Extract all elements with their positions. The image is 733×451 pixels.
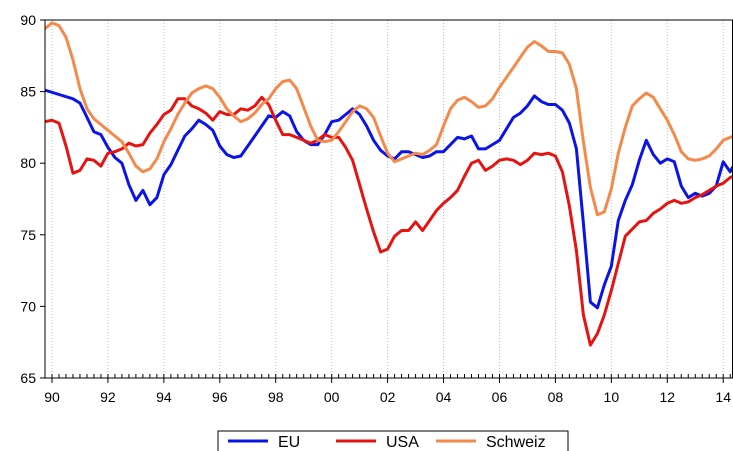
y-tick-label: 65 (20, 370, 36, 386)
y-tick-label: 85 (20, 84, 36, 100)
x-tick-label: 04 (436, 389, 452, 405)
x-axis: 90 92 94 96 98 00 02 04 06 08 10 12 14 (44, 374, 731, 405)
x-tick-label: 06 (492, 389, 508, 405)
x-tick-label: 08 (548, 389, 564, 405)
x-tick-label: 10 (604, 389, 620, 405)
series-line-eu (45, 88, 733, 310)
legend: EU USA Schweiz (217, 430, 569, 451)
y-tick-label: 80 (20, 155, 36, 171)
x-tick-label: 14 (715, 389, 731, 405)
x-tick-label: 94 (156, 389, 172, 405)
x-tick-label: 92 (100, 389, 116, 405)
x-tick-label: 98 (268, 389, 284, 405)
x-tick-label: 12 (659, 389, 675, 405)
x-tick-label: 96 (212, 389, 228, 405)
series-line-schweiz (45, 21, 733, 217)
legend-label-schweiz: Schweiz (486, 434, 546, 451)
series-lines (45, 21, 733, 347)
x-tick-label: 90 (44, 389, 60, 405)
legend-label-eu: EU (278, 434, 300, 451)
legend-box (217, 430, 569, 451)
x-tick-label: 02 (380, 389, 396, 405)
y-tick-label: 90 (20, 12, 36, 28)
y-axis: 65 70 75 80 85 90 (20, 12, 45, 386)
series-line-usa (45, 95, 733, 347)
y-tick-label: 75 (20, 227, 36, 243)
y-tick-label: 70 (20, 298, 36, 314)
x-tick-label: 00 (324, 389, 340, 405)
legend-label-usa: USA (386, 434, 419, 451)
